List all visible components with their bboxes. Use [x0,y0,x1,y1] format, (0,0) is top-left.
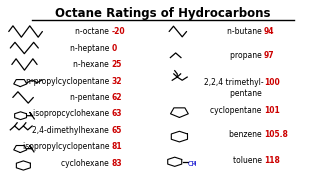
Text: benzene: benzene [229,130,264,139]
Text: 3: 3 [193,161,196,166]
Text: n-hexane: n-hexane [73,60,111,69]
Text: n-octane: n-octane [75,27,111,36]
Text: 2,4-dimethylhexane: 2,4-dimethylhexane [32,126,111,135]
Text: 105.8: 105.8 [264,130,288,139]
Text: 2,2,4 trimethyl-
pentane: 2,2,4 trimethyl- pentane [204,78,264,98]
Text: n-propylcyclopentane: n-propylcyclopentane [26,76,111,86]
Text: 0: 0 [111,44,117,53]
Text: isopropcyclohexane: isopropcyclohexane [33,109,111,118]
Text: cyclopentane: cyclopentane [210,106,264,115]
Text: isopropylcyclopentane: isopropylcyclopentane [23,142,111,151]
Text: n-heptane: n-heptane [70,44,111,53]
Text: cyclohexane: cyclohexane [61,159,111,168]
Text: 62: 62 [111,93,122,102]
Text: CH: CH [188,161,198,167]
Text: n-pentane: n-pentane [70,93,111,102]
Text: 97: 97 [264,51,275,60]
Text: n-butane: n-butane [227,27,264,36]
Text: 101: 101 [264,106,280,115]
Text: 83: 83 [111,159,122,168]
Text: 32: 32 [111,76,122,86]
Text: 100: 100 [264,78,280,87]
Text: -20: -20 [111,27,125,36]
Text: 81: 81 [111,142,122,151]
Text: 94: 94 [264,27,275,36]
Text: 63: 63 [111,109,122,118]
Text: Octane Ratings of Hydrocarbons: Octane Ratings of Hydrocarbons [55,7,271,20]
Text: toluene: toluene [233,156,264,165]
Text: 25: 25 [111,60,122,69]
Text: propane: propane [230,51,264,60]
Text: 65: 65 [111,126,122,135]
Text: 118: 118 [264,156,280,165]
